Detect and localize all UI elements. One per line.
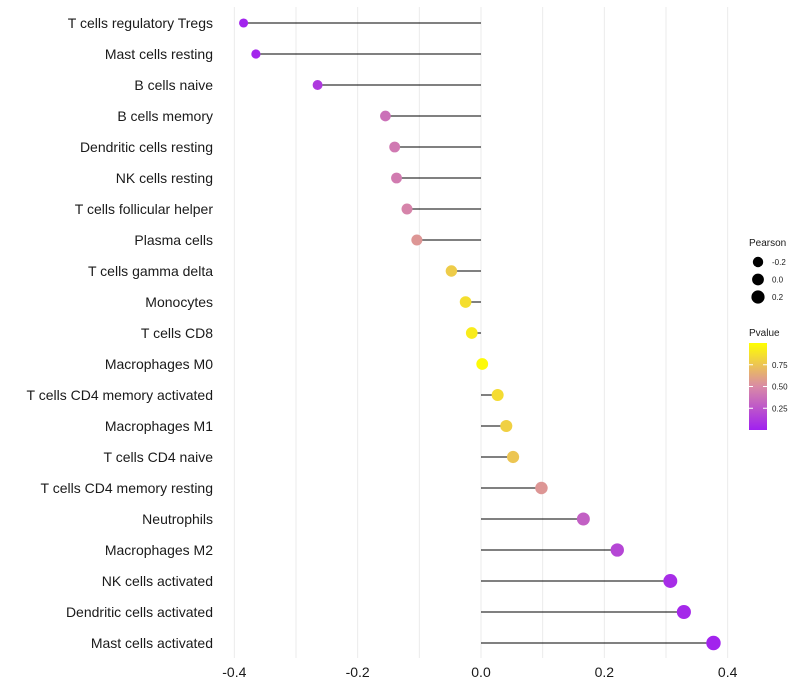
data-point [491,389,504,401]
x-tick-label: 0.0 [471,664,491,680]
category-labels: T cells regulatory Tregs Mast cells resti… [27,15,214,651]
category-label: NK cells activated [102,573,213,589]
color-legend-label: 0.50 [772,383,788,392]
category-label: T cells CD4 memory resting [41,480,213,496]
category-label: NK cells resting [116,170,213,186]
category-label: Neutrophils [142,511,213,527]
data-point [312,80,323,90]
category-label: T cells gamma delta [88,263,213,279]
data-point [500,419,513,433]
category-label: B cells naive [134,77,213,93]
size-legend-items: -0.2 0.0 0.2 [751,256,786,304]
stem-lines [243,22,714,644]
data-point [251,49,261,59]
category-label: T cells regulatory Tregs [68,15,213,31]
size-legend-label: 0.2 [772,293,784,302]
size-legend-label: 0.0 [772,276,784,285]
x-tick-label: 0.4 [718,664,738,680]
category-label: T cells CD4 naive [104,449,214,465]
data-point [459,296,472,308]
color-legend-ticks: 0.75 0.50 0.25 [749,361,788,413]
size-legend-dot [751,290,765,304]
category-label: Macrophages M0 [105,356,213,372]
category-label: T cells CD8 [141,325,213,341]
data-point [676,604,691,620]
data-points [239,18,721,651]
category-label: T cells CD4 memory activated [27,387,213,403]
data-point [706,635,721,651]
data-point [380,110,391,122]
data-point [391,172,402,184]
x-axis-tick-labels: -0.4 -0.2 0.0 0.2 0.4 [222,664,737,680]
data-point [465,327,478,339]
category-label: B cells memory [117,108,213,124]
color-legend-title: Pvalue [749,328,780,339]
legend: Pearson Pvalue -0.2 0.0 0.2 0.75 0.50 0.25 [749,238,788,430]
x-tick-label: -0.4 [222,664,246,680]
color-bar [749,343,767,430]
data-point [239,18,249,28]
category-label: Macrophages M1 [105,418,213,434]
category-label: T cells follicular helper [75,201,214,217]
data-point [445,265,458,277]
color-legend-label: 0.75 [772,361,788,370]
data-point [411,234,423,246]
x-tick-label: -0.2 [346,664,370,680]
category-label: Monocytes [145,294,213,310]
x-tick-label: 0.2 [595,664,615,680]
size-legend-dot [752,273,764,286]
size-legend-label: -0.2 [772,258,786,267]
data-point [535,481,548,495]
category-label: Plasma cells [134,232,213,248]
category-label: Dendritic cells resting [80,139,213,155]
category-label: Mast cells resting [105,46,213,62]
size-legend-dot [752,256,764,268]
data-point [389,141,401,153]
size-legend-title: Pearson [749,238,786,249]
data-point [506,450,520,464]
category-label: Mast cells activated [91,635,213,651]
data-point [401,203,413,215]
data-point [576,512,590,526]
category-label: Macrophages M2 [105,542,213,558]
data-point [610,543,624,557]
color-legend-label: 0.25 [772,404,788,413]
data-point [663,574,678,588]
category-label: Dendritic cells activated [66,604,213,620]
data-point [476,358,489,370]
